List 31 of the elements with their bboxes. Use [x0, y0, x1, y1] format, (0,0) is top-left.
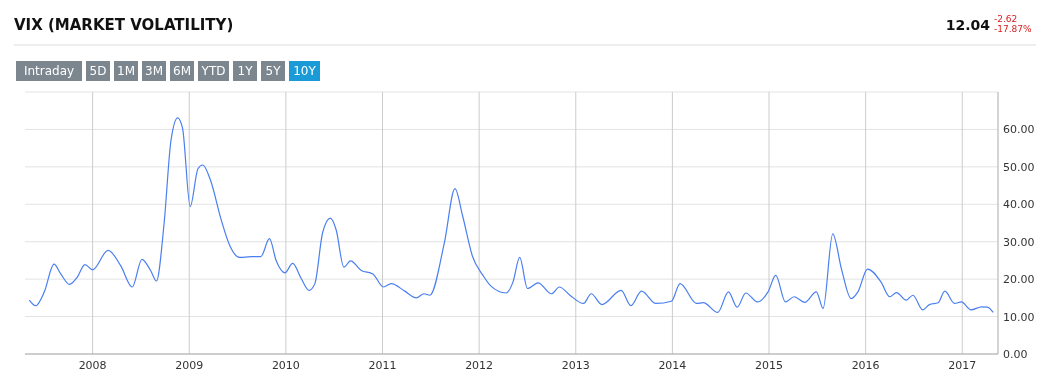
- x-tick-label: 2017: [948, 359, 977, 372]
- y-tick-label: 30.00: [1003, 235, 1035, 249]
- y-tick-label: 40.00: [1003, 198, 1035, 212]
- y-tick-label: 0.00: [1003, 348, 1028, 361]
- text: -17.87%: [994, 24, 1033, 34]
- x-tick-label: 2010: [271, 359, 300, 372]
- line-series: [28, 117, 994, 314]
- range-button: 6M: [170, 61, 194, 81]
- y-tick-label: 20.00: [1003, 273, 1035, 287]
- text: 12.04: [945, 17, 991, 33]
- x-tick-label: 2011: [368, 359, 397, 372]
- x-tick-label: 2015: [755, 359, 783, 372]
- range-button: 1M: [114, 61, 138, 81]
- range-button: 5D: [86, 61, 110, 81]
- range-button: 5Y: [261, 61, 285, 81]
- text: -2.62: [994, 14, 1018, 24]
- x-tick-label: 2008: [78, 359, 107, 372]
- y-tick-label: 60.00: [1003, 123, 1035, 137]
- x-tick-label: 2013: [561, 359, 590, 372]
- x-tick-label: 2016: [851, 359, 880, 372]
- range-button: Intraday: [16, 61, 82, 81]
- x-tick-label: 2009: [175, 359, 204, 372]
- x-tick-label: 2012: [465, 359, 494, 372]
- range-button: YTD: [198, 61, 229, 81]
- range-button: 3M: [142, 61, 166, 81]
- chart-title: VIX (MARKET VOLATILITY): [14, 16, 234, 34]
- y-tick-label: 10.00: [1003, 310, 1035, 324]
- range-button: 10Y: [289, 61, 320, 81]
- range-button: 1Y: [233, 61, 257, 81]
- y-tick-label: 50.00: [1003, 160, 1035, 174]
- x-tick-label: 2014: [658, 359, 687, 372]
